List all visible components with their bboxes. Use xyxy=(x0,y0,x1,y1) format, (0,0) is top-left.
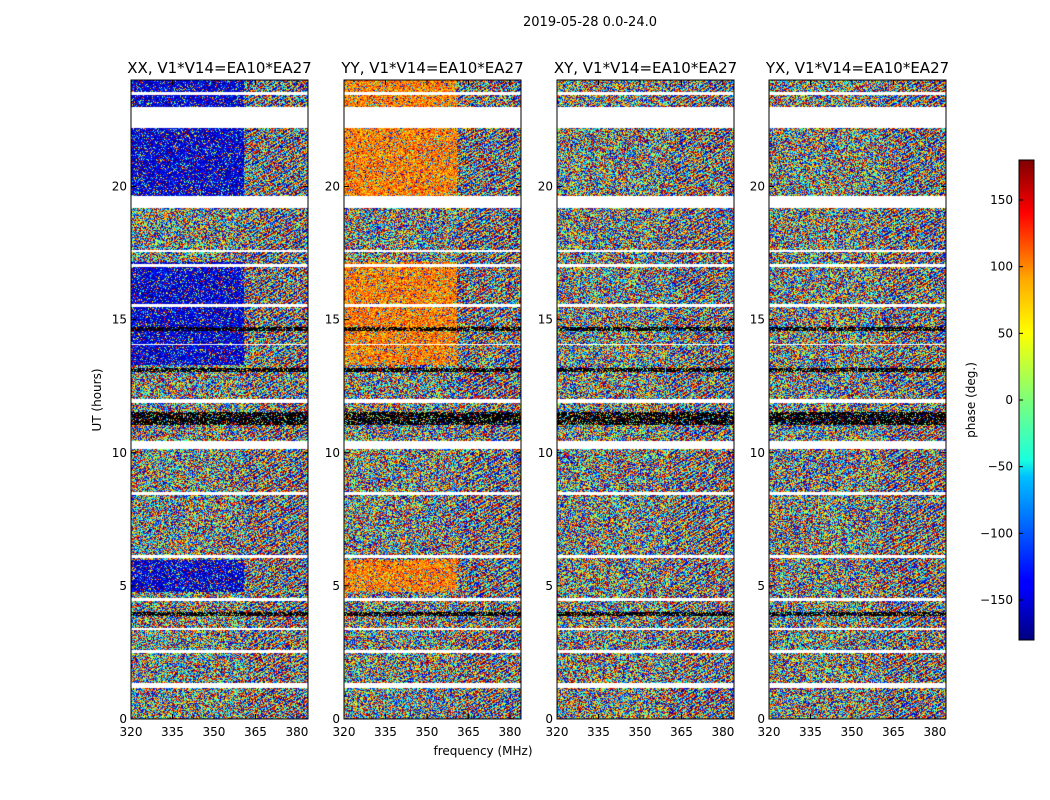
y-tick-label: 15 xyxy=(325,313,340,327)
y-axis-label: UT (hours) xyxy=(90,368,104,431)
y-tick-label: 5 xyxy=(545,579,553,593)
y-tick-label: 15 xyxy=(750,313,765,327)
x-tick-label: 380 xyxy=(285,725,308,739)
y-tick-label: 10 xyxy=(750,446,765,460)
x-tick-label: 380 xyxy=(711,725,734,739)
y-tick-label: 20 xyxy=(750,180,765,194)
phase-raster xyxy=(344,80,521,719)
y-tick-label: 15 xyxy=(112,313,127,327)
y-tick-label: 5 xyxy=(119,579,127,593)
colorbar-tick-label: −150 xyxy=(980,593,1013,607)
y-tick-label: 10 xyxy=(112,446,127,460)
y-tick-label: 10 xyxy=(538,446,553,460)
x-axis-label: frequency (MHz) xyxy=(433,744,532,758)
y-tick-label: 0 xyxy=(332,712,340,726)
panel-yx: YX, V1*V14=EA10*EA27 320 335 350 365 380 0 5 10 1… xyxy=(750,59,949,739)
x-tick-label: 350 xyxy=(841,725,864,739)
x-tick-label: 350 xyxy=(629,725,652,739)
y-tick-label: 15 xyxy=(538,313,553,327)
colorbar-tick-label: −50 xyxy=(988,460,1013,474)
x-tick-label: 380 xyxy=(923,725,946,739)
colorbar-tick-label: 100 xyxy=(990,260,1013,274)
y-tick-label: 0 xyxy=(757,712,765,726)
colorbar-tick-label: 150 xyxy=(990,193,1013,207)
x-tick-label: 335 xyxy=(374,725,397,739)
panel-xy: XY, V1*V14=EA10*EA27 320 335 350 365 380 0 5 10 1… xyxy=(538,59,737,739)
colorbar-tick-label: 0 xyxy=(1005,393,1013,407)
phase-raster xyxy=(557,80,734,719)
x-tick-label: 335 xyxy=(799,725,822,739)
y-tick-label: 10 xyxy=(325,446,340,460)
x-tick-label: 320 xyxy=(758,725,781,739)
x-tick-label: 335 xyxy=(161,725,184,739)
x-tick-label: 335 xyxy=(587,725,610,739)
panel-title: YY, V1*V14=EA10*EA27 xyxy=(340,59,523,77)
panel-xx: XX, V1*V14=EA10*EA27 320 335 350 365 380 0 5 10 1… xyxy=(112,59,312,739)
y-tick-label: 20 xyxy=(112,180,127,194)
y-tick-label: 20 xyxy=(538,180,553,194)
panel-frame xyxy=(130,79,309,720)
panel-frame xyxy=(556,79,735,720)
panel-yy: YY, V1*V14=EA10*EA27 320 335 350 365 380 0 5 10 1… xyxy=(325,59,524,739)
x-tick-label: 365 xyxy=(670,725,693,739)
figure-suptitle: 2019-05-28 0.0-24.0 xyxy=(523,15,657,30)
colorbar-tick-label: −100 xyxy=(980,526,1013,540)
y-tick-label: 0 xyxy=(119,712,127,726)
panel-frame xyxy=(343,79,522,720)
colorbar: phase (deg.) 150 100 50 0 −50 −100 −150 xyxy=(964,159,1035,641)
x-tick-label: 320 xyxy=(546,725,569,739)
colorbar-tick-label: 50 xyxy=(998,326,1013,340)
panel-frame xyxy=(768,79,947,720)
x-tick-label: 320 xyxy=(333,725,356,739)
x-tick-label: 365 xyxy=(244,725,267,739)
y-tick-label: 5 xyxy=(757,579,765,593)
y-tick-label: 5 xyxy=(332,579,340,593)
panel-title: XY, V1*V14=EA10*EA27 xyxy=(554,59,737,77)
panels-layer: XX, V1*V14=EA10*EA27 320 335 350 365 380 0 5 10 1… xyxy=(112,59,949,739)
x-tick-label: 365 xyxy=(457,725,480,739)
x-tick-label: 365 xyxy=(882,725,905,739)
x-tick-label: 350 xyxy=(416,725,439,739)
x-tick-label: 320 xyxy=(120,725,143,739)
y-tick-label: 0 xyxy=(545,712,553,726)
colorbar-label: phase (deg.) xyxy=(964,362,978,438)
y-tick-label: 20 xyxy=(325,180,340,194)
x-tick-label: 380 xyxy=(498,725,521,739)
panel-title: XX, V1*V14=EA10*EA27 xyxy=(127,59,311,77)
panel-title: YX, V1*V14=EA10*EA27 xyxy=(765,59,949,77)
x-tick-label: 350 xyxy=(203,725,226,739)
phase-raster xyxy=(769,80,946,719)
phase-raster xyxy=(131,80,308,719)
